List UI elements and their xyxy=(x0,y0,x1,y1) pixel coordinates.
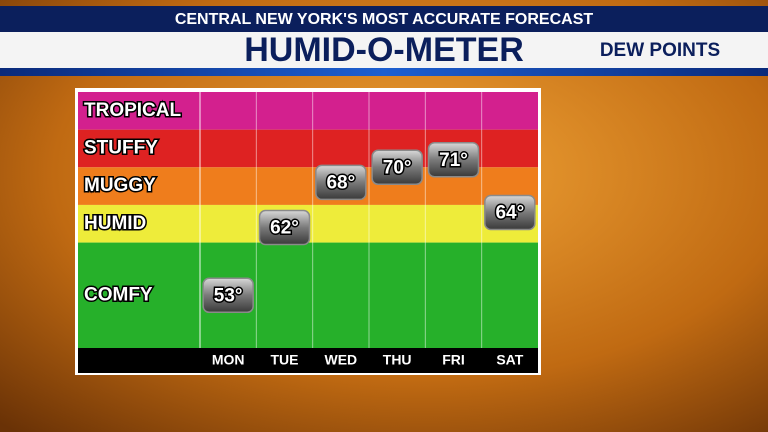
band xyxy=(78,92,538,130)
chart-title: HUMID-O-METER xyxy=(244,31,524,69)
value-label: 53° xyxy=(214,285,243,306)
value-label: 71° xyxy=(439,150,468,171)
x-tick-label: TUE xyxy=(271,352,299,368)
value-label: 68° xyxy=(326,172,355,193)
marker xyxy=(427,142,480,178)
x-tick-label: WED xyxy=(324,352,357,368)
marker xyxy=(315,164,367,201)
band xyxy=(78,242,538,348)
marker xyxy=(484,194,536,231)
value-label: 70° xyxy=(383,157,412,178)
marker xyxy=(371,149,423,186)
band-label: COMFY xyxy=(84,284,153,305)
band-label: TROPICAL xyxy=(84,100,182,121)
band-label: HUMID xyxy=(84,213,146,234)
band-label: STUFFY xyxy=(84,137,158,158)
subtitle: DEW POINTS xyxy=(600,40,720,61)
band-label: MUGGY xyxy=(84,175,156,196)
header-strip xyxy=(0,6,768,32)
marker xyxy=(258,209,311,246)
marker xyxy=(202,277,254,314)
title-underline xyxy=(0,68,768,76)
day-strip xyxy=(78,348,538,373)
value-label: 64° xyxy=(495,202,524,223)
x-tick-label: MON xyxy=(212,352,245,368)
x-tick-label: FRI xyxy=(442,352,465,368)
x-tick-label: THU xyxy=(383,352,412,368)
header: CENTRAL NEW YORK'S MOST ACCURATE FORECAS… xyxy=(175,11,594,28)
title-strip xyxy=(0,32,768,68)
x-tick-label: SAT xyxy=(496,352,523,368)
value-label: 62° xyxy=(270,218,299,239)
